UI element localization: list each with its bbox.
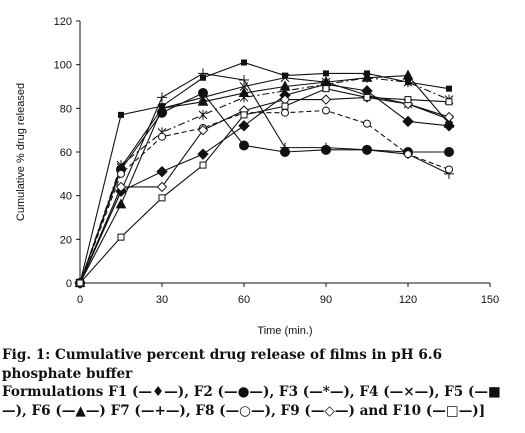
series-line-f5 <box>79 61 450 284</box>
data-point-f9 <box>115 181 127 193</box>
data-point-f10 <box>240 111 248 119</box>
data-point-f7 <box>280 142 290 153</box>
data-point-f8 <box>158 132 166 141</box>
data-point-f8 <box>404 150 412 159</box>
data-point-f10 <box>363 93 371 101</box>
data-point-f10 <box>281 102 289 110</box>
x-tick-label: 30 <box>156 294 168 306</box>
data-point-f8 <box>281 108 289 117</box>
chart-axes: 0 20 40 60 80 100 120 0 30 60 90 120 150 <box>54 16 500 306</box>
data-point-f1 <box>197 148 209 160</box>
y-tick-label: 20 <box>60 234 72 246</box>
data-point-f6 <box>443 117 455 128</box>
series-line-f7 <box>79 72 450 284</box>
series-line-f4 <box>79 77 450 284</box>
data-point-f9 <box>443 111 455 123</box>
data-point-f3 <box>198 109 208 120</box>
data-point-f7 <box>157 92 167 103</box>
data-point-f8 <box>322 106 330 115</box>
caption-title: Fig. 1: Cumulative percent drug release … <box>2 347 443 382</box>
data-point-f8 <box>117 169 125 178</box>
series-f8 <box>76 106 453 287</box>
data-point-f6 <box>238 86 250 98</box>
data-point-f5 <box>446 85 452 92</box>
data-point-f5 <box>241 59 247 66</box>
caption-formulations: Formulations F1 (—♦—), F2 (—●—), F3 (—*—… <box>2 384 501 419</box>
data-point-f10 <box>322 85 330 93</box>
data-point-f6 <box>197 95 209 106</box>
data-point-f1 <box>156 165 168 178</box>
series-line-f6 <box>79 75 450 284</box>
data-point-f10 <box>445 98 453 106</box>
x-tick-label: 0 <box>77 294 83 306</box>
data-point-f6 <box>115 198 127 209</box>
data-point-f7 <box>321 142 331 153</box>
data-point-f2 <box>239 140 249 151</box>
release-chart: 0 20 40 60 80 100 120 0 30 60 90 120 150 Cumulative … <box>15 16 500 337</box>
x-tick-label: 90 <box>320 294 332 306</box>
data-point-f1 <box>402 115 414 128</box>
x-tick-label: 150 <box>481 294 499 306</box>
y-tick-label: 0 <box>66 278 72 290</box>
figure-caption: Fig. 1: Cumulative percent drug release … <box>2 346 522 420</box>
data-point-f10 <box>199 161 207 169</box>
x-tick-label: 120 <box>399 294 417 306</box>
data-point-f9 <box>156 181 168 193</box>
data-point-f10 <box>158 194 166 202</box>
series-f9 <box>74 92 455 289</box>
data-point-f6 <box>402 69 414 80</box>
data-point-f4 <box>116 162 126 172</box>
data-point-f6 <box>279 80 291 91</box>
data-point-f8 <box>445 165 453 174</box>
data-point-f2 <box>444 147 454 157</box>
series-line-f2 <box>79 92 449 284</box>
y-tick-label: 120 <box>54 16 72 28</box>
series-line-f3 <box>79 77 450 284</box>
data-point-f1 <box>238 120 250 132</box>
y-tick-label: 100 <box>54 60 72 72</box>
x-axis-label: Time (min.) <box>257 325 312 337</box>
data-point-f7 <box>239 74 249 85</box>
data-point-f7 <box>362 144 372 155</box>
x-tick-label: 60 <box>238 294 250 306</box>
series-f4 <box>75 73 454 288</box>
data-point-f9 <box>197 124 209 136</box>
data-point-f5 <box>405 79 411 86</box>
series-f2 <box>75 88 454 288</box>
series-line-f10 <box>79 88 450 284</box>
chart-series <box>74 59 455 289</box>
y-tick-label: 60 <box>60 147 72 159</box>
data-point-f8 <box>363 119 371 128</box>
data-point-f10 <box>404 96 412 104</box>
data-point-f5 <box>282 72 288 79</box>
data-point-f7 <box>198 68 208 79</box>
data-point-f5 <box>323 70 329 77</box>
series-f6 <box>74 69 455 287</box>
series-line-f8 <box>79 109 450 284</box>
data-point-f10 <box>117 233 125 241</box>
data-point-f5 <box>118 111 124 118</box>
series-line-f9 <box>79 96 450 284</box>
y-tick-label: 40 <box>60 191 72 203</box>
data-point-f9 <box>320 94 332 105</box>
data-point-f10 <box>76 279 84 287</box>
series-f10 <box>76 85 453 287</box>
data-point-f6 <box>361 71 373 82</box>
data-point-f6 <box>156 102 168 113</box>
y-axis-label: Cumulative % drug released <box>15 83 27 221</box>
y-tick-label: 80 <box>60 103 72 115</box>
